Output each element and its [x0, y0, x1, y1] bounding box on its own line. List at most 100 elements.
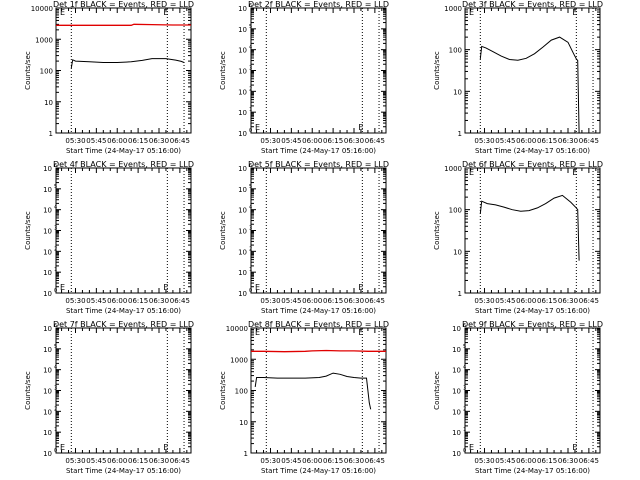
y-tick-exponent: 0: [463, 448, 466, 454]
panel-title: Det 8f BLACK = Events, RED = LLD: [248, 320, 389, 329]
y-tick-label: 10: [43, 367, 52, 375]
x-tick-label: 06:30: [149, 137, 169, 145]
x-tick-label: 06:30: [558, 297, 578, 305]
y-tick-label: 10: [452, 367, 461, 375]
y-tick-label: 10: [238, 109, 247, 117]
x-axis-label: Start Time (24-May-17 05:16:00): [475, 147, 590, 155]
y-tick-exponent: 5: [249, 184, 252, 190]
y-tick-label: 1: [458, 130, 462, 138]
y-tick-exponent: 2: [54, 406, 57, 412]
x-axis-label: Start Time (24-May-17 05:16:00): [475, 467, 590, 475]
events-series-line: [479, 36, 580, 134]
lld-series-line: [251, 349, 386, 353]
e-marker: E: [572, 168, 577, 177]
y-tick-exponent: 6: [249, 163, 252, 169]
e-marker: E: [60, 8, 65, 17]
x-axis-label: Start Time (24-May-17 05:16:00): [66, 467, 181, 475]
y-tick-exponent: 1: [54, 267, 57, 273]
x-axis-label: Start Time (24-May-17 05:16:00): [261, 147, 376, 155]
events-series-line: [479, 194, 580, 261]
x-tick-label: 05:30: [65, 297, 85, 305]
panel-det1: Det 1f BLACK = Events, RED = LLD 1 10 100 10…: [24, 0, 194, 155]
e-marker: E: [255, 283, 260, 292]
x-tick-label: 06:45: [170, 457, 190, 465]
y-tick-exponent: 4: [249, 45, 252, 51]
lld-series-line: [56, 23, 191, 26]
y-tick-exponent: 0: [249, 288, 252, 294]
e-marker: E: [60, 283, 65, 292]
y-tick-exponent: 5: [463, 344, 466, 350]
x-axis-label: Start Time (24-May-17 05:16:00): [66, 307, 181, 315]
panel-det3: Det 3f BLACK = Events, RED = LLD 1 10 100 10…: [433, 0, 603, 155]
y-tick-label: 1: [458, 290, 462, 298]
x-tick-label: 06:45: [579, 457, 599, 465]
plot-frame: [55, 7, 192, 134]
y-tick-label: 10: [452, 325, 461, 333]
x-tick-label: 06:45: [579, 137, 599, 145]
y-tick-label: 10: [452, 408, 461, 416]
x-tick-label: 06:45: [579, 297, 599, 305]
x-tick-label: 06:15: [537, 297, 557, 305]
y-tick-label: 10: [238, 228, 247, 236]
y-tick-label: 10: [43, 325, 52, 333]
plot-frame: [464, 7, 601, 134]
x-axis-label: Start Time (24-May-17 05:16:00): [66, 147, 181, 155]
y-tick-exponent: 2: [249, 86, 252, 92]
x-tick-label: 06:00: [107, 137, 127, 145]
y-tick-label: 10: [452, 429, 461, 437]
x-tick-label: 06:00: [302, 457, 322, 465]
y-axis-label: Counts/sec: [24, 371, 32, 410]
x-tick-label: 06:30: [344, 297, 364, 305]
panel-det8: Det 8f BLACK = Events, RED = LLD 1 10 100 10…: [219, 320, 389, 475]
x-tick-label: 05:30: [65, 137, 85, 145]
y-tick-exponent: 1: [463, 427, 466, 433]
x-tick-label: 06:30: [558, 137, 578, 145]
x-tick-label: 06:30: [344, 457, 364, 465]
e-marker: E: [60, 443, 65, 452]
y-tick-label: 1000: [230, 356, 248, 364]
y-tick-exponent: 1: [249, 267, 252, 273]
y-tick-label: 10: [43, 429, 52, 437]
y-tick-exponent: 6: [249, 3, 252, 9]
plot-frame: [250, 7, 387, 134]
y-tick-exponent: 1: [54, 427, 57, 433]
y-tick-label: 10: [238, 269, 247, 277]
y-axis-label: Counts/sec: [219, 371, 227, 410]
panel-title: Det 3f BLACK = Events, RED = LLD: [462, 0, 603, 9]
y-tick-exponent: 5: [54, 184, 57, 190]
y-tick-label: 10: [43, 165, 52, 173]
x-tick-label: 06:45: [170, 137, 190, 145]
x-tick-label: 05:45: [281, 457, 301, 465]
y-tick-label: 10: [43, 186, 52, 194]
x-tick-label: 06:15: [128, 137, 148, 145]
x-tick-label: 06:30: [149, 457, 169, 465]
x-tick-label: 05:45: [86, 137, 106, 145]
y-tick-label: 10: [238, 88, 247, 96]
x-tick-label: 05:30: [474, 137, 494, 145]
y-axis-label: Counts/sec: [433, 211, 441, 250]
panel-title: Det 6f BLACK = Events, RED = LLD: [462, 160, 603, 169]
panel-det6: Det 6f BLACK = Events, RED = LLD 1 10 100 10…: [433, 160, 603, 315]
y-tick-exponent: 0: [54, 448, 57, 454]
y-tick-label: 10: [238, 248, 247, 256]
y-tick-label: 100: [40, 68, 53, 76]
y-tick-label: 10: [43, 269, 52, 277]
plot-frame: [464, 167, 601, 294]
y-tick-label: 10: [453, 88, 462, 96]
e-marker: E: [572, 8, 577, 17]
x-tick-label: 05:45: [86, 297, 106, 305]
x-tick-label: 06:15: [537, 457, 557, 465]
panel-title: Det 1f BLACK = Events, RED = LLD: [53, 0, 194, 9]
y-tick-exponent: 2: [249, 246, 252, 252]
e-marker: E: [358, 328, 363, 337]
y-tick-exponent: 4: [249, 205, 252, 211]
y-tick-label: 1: [244, 450, 248, 458]
y-axis-label: Counts/sec: [24, 211, 32, 250]
y-tick-exponent: 3: [249, 226, 252, 232]
x-tick-label: 05:45: [281, 297, 301, 305]
y-axis-label: Counts/sec: [433, 371, 441, 410]
